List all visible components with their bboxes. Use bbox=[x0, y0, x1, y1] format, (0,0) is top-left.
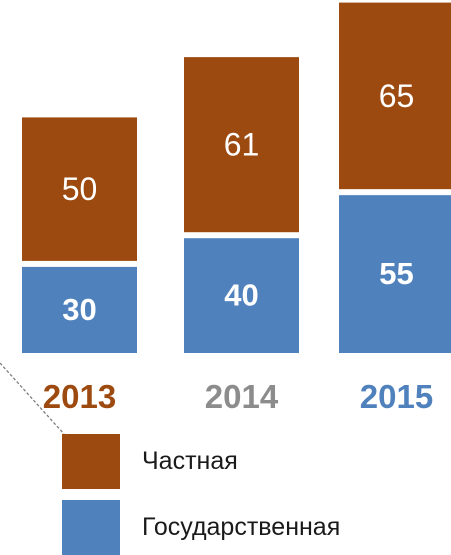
data-label-private-2015: 65 bbox=[379, 78, 415, 114]
data-label-public-2013: 30 bbox=[62, 292, 96, 327]
legend-label-public: Государственная bbox=[142, 513, 341, 541]
bar-private-2014 bbox=[184, 57, 299, 233]
legend-swatch-private bbox=[62, 434, 120, 489]
connector-line bbox=[0, 362, 65, 435]
data-label-public-2014: 40 bbox=[224, 278, 258, 313]
bar-private-2015 bbox=[339, 2, 451, 190]
data-label-private-2014: 61 bbox=[224, 127, 260, 163]
category-label-2014: 2014 bbox=[205, 378, 279, 415]
bar-public-2015 bbox=[339, 195, 451, 353]
category-label-2015: 2015 bbox=[360, 378, 433, 415]
category-label-2013: 2013 bbox=[43, 378, 116, 415]
legend-swatch-public bbox=[62, 500, 120, 555]
bar-private-2013 bbox=[22, 117, 137, 261]
bar-public-2014 bbox=[184, 238, 299, 353]
data-label-private-2013: 50 bbox=[62, 171, 98, 207]
legend-label-private: Частная bbox=[142, 447, 238, 475]
data-label-public-2015: 55 bbox=[379, 256, 413, 291]
bar-public-2013 bbox=[22, 266, 137, 353]
